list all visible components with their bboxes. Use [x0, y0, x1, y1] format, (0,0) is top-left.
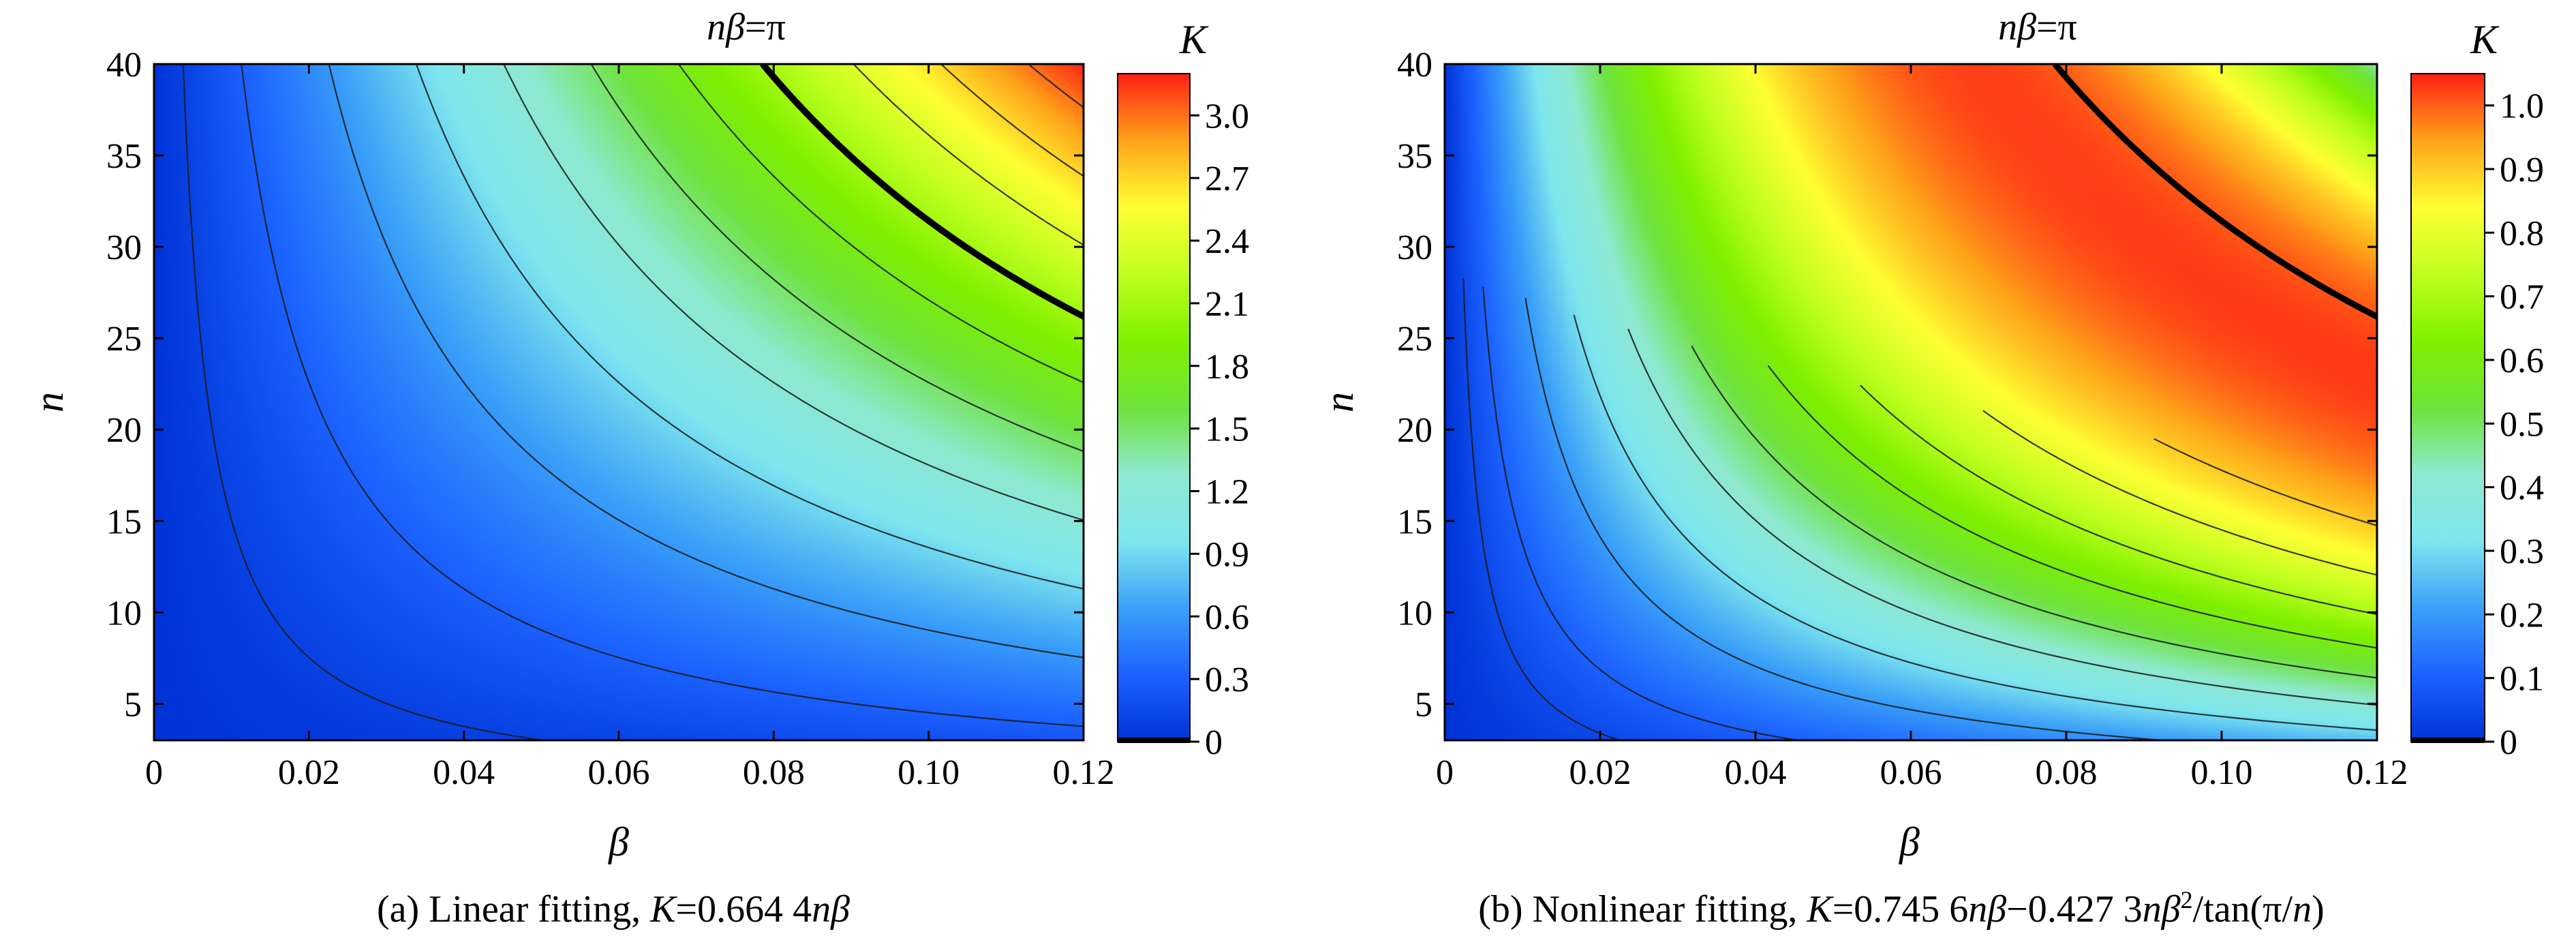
colorbar-tick-label: 0.3 — [1205, 661, 1249, 699]
contour-line — [182, 64, 543, 740]
contour-line — [940, 64, 1084, 177]
contour-line — [1573, 314, 2377, 731]
colorbar-tick-label: 0.9 — [2500, 151, 2544, 190]
colorbar-zero-band — [1118, 738, 1190, 743]
chart-b-y-axis-label: n — [1317, 392, 1362, 412]
contour-line — [1627, 329, 2377, 706]
x-tick-label: 0.06 — [1880, 753, 1942, 792]
x-tick-label: 0.04 — [433, 753, 495, 792]
chart-b-title: nβ=π — [1998, 6, 2077, 48]
chart-b-x-axis-label: β — [1899, 819, 1920, 864]
colorbar-tick-label: 0.2 — [2500, 596, 2544, 635]
colorbar-tick-label: 0.5 — [2500, 405, 2544, 444]
x-tick-label: 0.04 — [1725, 753, 1787, 792]
chart-a-colorbar-title: K — [1179, 17, 1209, 62]
colorbar-tick-label: 0.8 — [2500, 214, 2544, 253]
heatmap-image — [1445, 64, 2377, 740]
colorbar-zero-band — [2411, 738, 2485, 743]
x-tick-label: 0.08 — [2036, 753, 2098, 792]
y-tick-label: 15 — [106, 502, 142, 541]
y-tick-label: 35 — [106, 137, 142, 176]
colorbar-tick-label: 0 — [2500, 723, 2517, 762]
contour-line — [328, 64, 1084, 659]
colorbar-tick-label: 1.8 — [1205, 348, 1249, 387]
x-tick-label: 0 — [1436, 753, 1454, 792]
x-tick-label: 0 — [145, 753, 163, 792]
contour-line — [503, 64, 1084, 521]
highlight-curve-npi — [2052, 64, 2377, 320]
y-tick-label: 20 — [106, 411, 142, 450]
contour-line — [415, 64, 1084, 590]
heatmap-image — [154, 64, 1084, 740]
contour-line — [1982, 410, 2377, 576]
colorbar-tick-label: 0.7 — [2500, 278, 2544, 317]
colorbar-tick-label: 2.1 — [1205, 285, 1249, 324]
y-tick-label: 15 — [1397, 502, 1432, 541]
chart-b-caption: (b) Nonlinear fitting, K=0.745 6nβ−0.427… — [1478, 886, 2325, 931]
y-tick-label: 25 — [1397, 320, 1432, 359]
colorbar-tick-label: 0.6 — [1205, 598, 1249, 637]
highlight-curve-npi — [760, 64, 1084, 320]
colorbar-tick-label: 1.5 — [1205, 410, 1249, 449]
colorbar-tick-label: 0.1 — [2500, 660, 2544, 699]
contour-line — [853, 64, 1084, 246]
x-tick-label: 0.12 — [1053, 753, 1115, 792]
colorbar-tick-label: 3.0 — [1205, 97, 1249, 136]
colorbar-tick-label: 1.2 — [1205, 473, 1249, 512]
contour-line — [590, 64, 1084, 453]
y-tick-label: 10 — [1397, 594, 1432, 633]
colorbar-tick-label: 1.0 — [2500, 87, 2544, 126]
contour-line — [1860, 384, 2377, 616]
colorbar — [1117, 73, 1191, 742]
x-tick-label: 0.08 — [743, 753, 805, 792]
x-tick-label: 0.10 — [898, 753, 960, 792]
colorbar-tick-label: 0.3 — [2500, 532, 2544, 571]
y-tick-label: 40 — [1397, 46, 1432, 85]
contour-line — [2153, 438, 2377, 527]
chart-a-y-axis-label: n — [27, 392, 72, 412]
y-tick-label: 5 — [1415, 685, 1432, 724]
contour-line — [1767, 365, 2377, 649]
x-tick-label: 0.02 — [1569, 753, 1631, 792]
chart-b: nβ=π K n β (b) Nonlinear fitting, K=0.74… — [1317, 6, 2544, 931]
y-tick-label: 20 — [1397, 411, 1432, 450]
x-tick-label: 0.02 — [278, 753, 340, 792]
colorbar-tick-label: 2.7 — [1205, 160, 1249, 198]
x-tick-label: 0.10 — [2191, 753, 2253, 792]
contour-line — [1691, 345, 2377, 679]
chart-b-colorbar-title: K — [2470, 17, 2500, 62]
colorbar-tick-label: 0 — [1205, 723, 1223, 762]
colorbar-tick-label: 0.6 — [2500, 342, 2544, 380]
chart-a: nβ=π K n β (a) Linear fitting, K=0.664 4… — [27, 6, 1249, 931]
contour-line — [1524, 297, 2162, 740]
chart-a-caption: (a) Linear fitting, K=0.664 4nβ — [377, 888, 850, 931]
y-tick-label: 30 — [1397, 228, 1432, 267]
y-tick-label: 35 — [1397, 137, 1432, 176]
colorbar-tick-label: 2.4 — [1205, 222, 1249, 261]
contour-line — [678, 64, 1084, 384]
y-tick-label: 25 — [106, 320, 142, 359]
colorbar-tick-label: 0.9 — [1205, 535, 1249, 574]
contour-line — [1462, 278, 1621, 740]
contour-line — [241, 64, 1084, 727]
chart-a-title: nβ=π — [707, 6, 786, 48]
y-tick-label: 5 — [124, 685, 142, 724]
colorbar-tick-label: 0.4 — [2500, 469, 2544, 508]
y-tick-label: 10 — [106, 594, 142, 633]
y-tick-label: 30 — [106, 228, 142, 267]
x-tick-label: 0.06 — [588, 753, 650, 792]
chart-a-x-axis-label: β — [608, 819, 629, 864]
y-tick-label: 40 — [106, 46, 142, 85]
colorbar — [2410, 73, 2485, 742]
x-tick-label: 0.12 — [2346, 753, 2408, 792]
contour-line — [1482, 286, 1798, 740]
